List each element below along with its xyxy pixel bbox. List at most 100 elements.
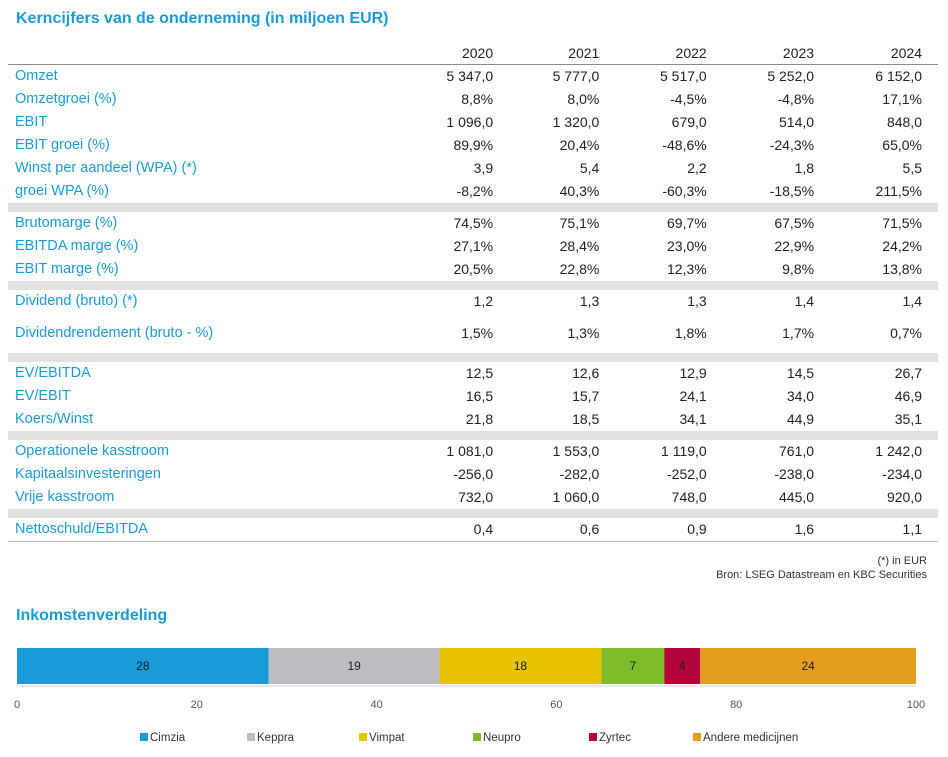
row-value: 24,2%	[882, 238, 922, 254]
bar-segment	[268, 648, 440, 684]
row-value: 0,7%	[890, 324, 922, 341]
row-value: 1,8%	[674, 324, 707, 341]
table-row: EV/EBITDA 12,5 12,6 12,9 14,5 26,7	[8, 362, 938, 385]
year-header: 2022	[599, 42, 707, 65]
row-value: -238,0	[774, 466, 815, 482]
row-value: 1 553,0	[552, 443, 600, 459]
legend-label: Keppra	[257, 732, 295, 744]
table-row: Vrije kasstroom 732,0 1 060,0 748,0 445,0 920…	[8, 486, 938, 509]
x-tick-label: 60	[550, 699, 562, 711]
row-value: 211,5%	[875, 183, 922, 199]
row-value: 20,4%	[559, 137, 600, 153]
table-row: Koers/Winst 21,8 18,5 34,1 44,9 35,1	[8, 408, 938, 431]
row-value: 14,5	[786, 365, 815, 381]
row-value: 679,0	[671, 114, 707, 130]
footnote: (*) in EUR	[877, 555, 927, 567]
table-row: Kapitaalsinvesteringen -256,0 -282,0 -252,0…	[8, 463, 938, 486]
x-tick-label: 100	[907, 699, 925, 711]
table-row: groei WPA (%) -8,2% 40,3% -60,3% -18,5% 211,5…	[8, 180, 938, 203]
row-value: 40,3%	[559, 183, 600, 199]
row-value: 1,6	[706, 518, 815, 542]
row-value: 21,8	[465, 411, 494, 427]
table-row: EV/EBIT 16,5 15,7 24,1 34,0 46,9	[8, 385, 938, 408]
row-value: 75,1%	[559, 215, 600, 231]
row-value: 20,5%	[453, 261, 494, 277]
row-value: -282,0	[559, 466, 600, 482]
table-row: Omzet 5 347,0 5 777,0 5 517,0 5 252,0 6 152,0	[8, 65, 938, 89]
x-tick-label: 0	[14, 699, 20, 711]
row-value: 748,0	[671, 489, 707, 505]
revenue-distribution-chart: 28 19 18 7 4 24 0 20 40 60 80 100 Cimzia Keppra Vimpat…	[14, 648, 925, 744]
row-value: -256,0	[453, 466, 494, 482]
row-value: 732,0	[458, 489, 494, 505]
row-label: Winst per aandeel (WPA) (*)	[15, 160, 197, 176]
row-value: 5 347,0	[446, 68, 494, 84]
row-value: 23,0%	[667, 238, 707, 254]
row-value: 1,8	[794, 160, 815, 176]
row-value: 1,5%	[461, 324, 494, 341]
bar-segment	[664, 648, 701, 684]
separator-cell	[8, 281, 938, 290]
row-value: 5 517,0	[659, 68, 707, 84]
year-header: 2023	[706, 42, 815, 65]
key-figures-table: 2020 2021 2022 2023 2024 Omzet 5 347,0 5 777,0 5…	[8, 42, 938, 542]
row-label: Nettoschuld/EBITDA	[8, 518, 387, 542]
legend-swatch	[359, 733, 367, 741]
row-value: 69,7%	[667, 215, 707, 231]
legend-swatch	[247, 733, 255, 741]
row-value: 28,4%	[559, 238, 600, 254]
row-value: 8,8%	[461, 91, 494, 107]
row-value: 65,0%	[882, 137, 922, 153]
row-value: 74,5%	[453, 215, 494, 231]
row-value: 0,9	[599, 518, 707, 542]
row-label: EBIT	[15, 114, 48, 130]
row-label: EV/EBITDA	[15, 365, 91, 381]
row-value: 26,7	[894, 365, 922, 381]
row-value: 9,8%	[782, 261, 815, 277]
table-row: Omzetgroei (%) 8,8% 8,0% -4,5% -4,8% 17,1%	[8, 88, 938, 111]
row-value: 1 096,0	[446, 114, 494, 130]
table-row: Dividendrendement (bruto - %) 1,5% 1,3% 1,8…	[8, 313, 938, 353]
row-label: EBIT marge (%)	[15, 261, 119, 277]
table-row: EBITDA marge (%) 27,1% 28,4% 23,0% 22,9% 24,2…	[8, 235, 938, 258]
row-value: 514,0	[779, 114, 815, 130]
section-separator	[8, 431, 938, 440]
row-value: -252,0	[667, 466, 707, 482]
row-value: 71,5%	[882, 215, 922, 231]
row-label: Dividend (bruto) (*)	[15, 293, 138, 309]
table-row: EBIT groei (%) 89,9% 20,4% -48,6% -24,3% 65,0…	[8, 134, 938, 157]
x-tick-label: 80	[730, 699, 742, 711]
table-row: Dividend (bruto) (*) 1,2 1,3 1,3 1,4 1,4	[8, 290, 938, 313]
legend-label: Zyrtec	[599, 732, 631, 744]
table-row: EBIT 1 096,0 1 320,0 679,0 514,0 848,0	[8, 111, 938, 134]
row-value: 5 777,0	[552, 68, 600, 84]
row-value: 16,5	[465, 388, 494, 404]
row-value: 1 081,0	[446, 443, 494, 459]
bar-label: 7	[629, 659, 636, 673]
row-value: 89,9%	[453, 137, 494, 153]
row-value: 0,4	[386, 518, 494, 542]
legend-swatch	[693, 733, 701, 741]
legend-swatch	[473, 733, 481, 741]
row-label: EBIT groei (%)	[15, 137, 110, 153]
row-value: 34,1	[679, 411, 707, 427]
row-value: 12,6	[572, 365, 600, 381]
table-row: Nettoschuld/EBITDA 0,4 0,6 0,9 1,6 1,1	[8, 518, 938, 542]
row-value: 5,5	[902, 160, 922, 176]
row-value: 920,0	[886, 489, 922, 505]
row-value: 6 152,0	[875, 68, 922, 84]
row-value: 22,9%	[774, 238, 815, 254]
row-value: 1,4	[902, 293, 922, 309]
row-value: 1,7%	[782, 324, 815, 341]
legend-label: Cimzia	[150, 732, 186, 744]
section-separator	[8, 203, 938, 212]
row-value: 3,9	[473, 160, 494, 176]
row-value: 1,2	[473, 293, 494, 309]
row-label: Omzet	[15, 68, 58, 84]
x-tick-label: 40	[370, 699, 382, 711]
table-row: EBIT marge (%) 20,5% 22,8% 12,3% 9,8% 13,8%	[8, 258, 938, 281]
legend-label: Neupro	[483, 732, 521, 744]
row-value: 12,3%	[667, 261, 707, 277]
section-separator	[8, 353, 938, 362]
row-value: 2,2	[687, 160, 707, 176]
